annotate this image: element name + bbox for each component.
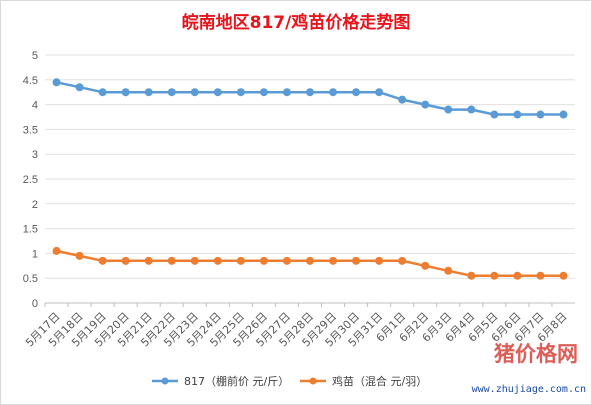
series-2-point [421,261,430,270]
series-2-point [536,271,545,280]
series-1-point [444,105,453,114]
watermark-logo: 猪价格网 [494,342,578,366]
series-2-point [490,271,499,280]
legend-marker-2 [309,377,317,385]
legend-label-2: 鸡苗（混合 元/羽） [332,374,427,388]
series-1-point [467,105,476,114]
series-2-point [236,256,245,265]
y-tick-label: 0 [32,298,38,310]
series-1-point [236,88,245,97]
series-1-point [144,88,153,97]
series-1-point [536,110,545,119]
y-tick-label: 2.5 [23,174,38,186]
series-1-point [375,88,384,97]
legend-label-1: 817（棚前价 元/斤） [184,374,289,388]
series-line-1 [56,81,564,116]
series-2-point [190,256,199,265]
series-1-point [167,88,176,97]
series-1-point [259,88,268,97]
series-2-point [98,256,107,265]
series-2-point [513,271,522,280]
series-2-point [375,256,384,265]
series-2-point [167,256,176,265]
series-2-point [467,271,476,280]
series-2-point [259,256,268,265]
series-1-point [421,100,430,109]
y-tick-label: 1 [32,248,38,260]
series-2-point [444,266,453,275]
series-1-point [490,110,499,119]
series-2-point [121,256,130,265]
y-tick-label: 4 [32,100,38,112]
y-tick-label: 3.5 [23,124,38,136]
series-1-point [98,88,107,97]
series-1-point [352,88,361,97]
series-2-point [52,246,61,255]
series-1-point [329,88,338,97]
series-2-point [213,256,222,265]
series-2-point [144,256,153,265]
series-1-point [75,83,84,92]
series-2-point [282,256,291,265]
series-1-point [282,88,291,97]
y-tick-label: 0.5 [23,273,38,285]
series-2-point [398,256,407,265]
series-1-point [213,88,222,97]
y-tick-label: 2 [32,199,38,211]
series-1-point [513,110,522,119]
y-tick-label: 5 [32,50,38,62]
y-tick-label: 1.5 [23,224,38,236]
y-tick-label: 3 [32,149,38,161]
series-1-point [121,88,130,97]
chart-title: 皖南地区817/鸡苗价格走势图 [181,13,411,33]
series-2-point [559,271,568,280]
series-2-point [306,256,314,265]
series-1-point [559,110,568,119]
series-1-point [306,88,314,97]
y-tick-label: 4.5 [23,75,38,87]
series-2-point [75,251,84,260]
series-1-point [398,95,407,104]
series-1-point [52,78,61,87]
legend-marker-1 [161,377,169,385]
series-2-point [329,256,338,265]
watermark-url: www.zhujiage.com.cn [471,384,586,395]
series-1-point [190,88,199,97]
series-2-point [352,256,361,265]
